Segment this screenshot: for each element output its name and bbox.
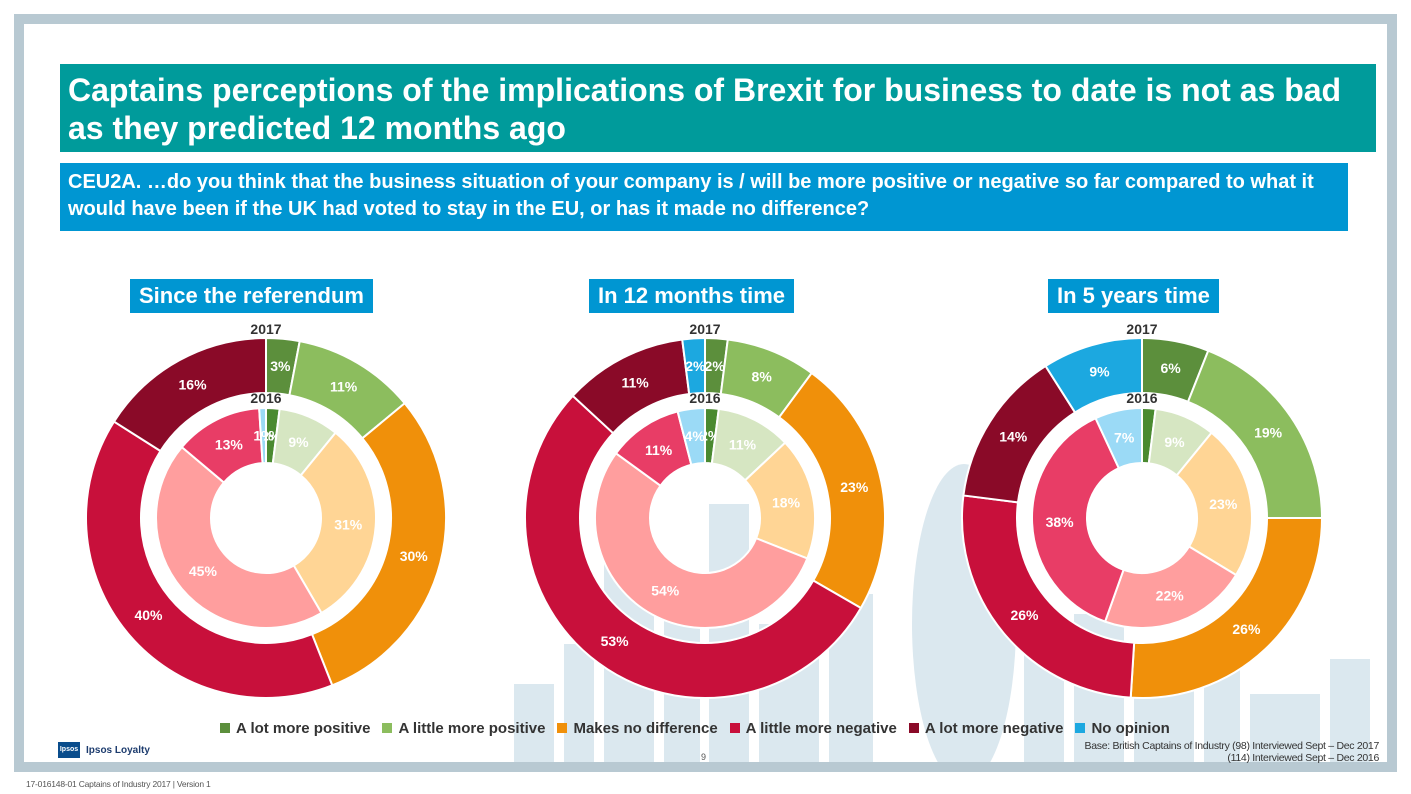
outer-ring-segment xyxy=(85,420,334,699)
inner-ring-data-label: 45% xyxy=(189,563,218,579)
legend-swatch-icon xyxy=(908,723,919,733)
inner-ring-segment xyxy=(258,406,267,465)
inner-ring-data-label: 11% xyxy=(645,442,673,458)
legend-item: A little more negative xyxy=(729,719,897,737)
outer-ring-data-label: 2% xyxy=(685,358,706,374)
inner-ring-segment xyxy=(1094,406,1143,470)
inner-ring-data-label: 54% xyxy=(651,582,680,598)
legend-item: Makes no difference xyxy=(557,719,718,737)
inner-ring-segment xyxy=(1103,545,1238,629)
ipsos-logo-mark: Ipsos xyxy=(58,742,80,758)
legend-label: No opinion xyxy=(1091,719,1170,737)
legend-item: A lot more negative xyxy=(908,719,1064,737)
outer-ring-segment xyxy=(681,336,706,396)
ipsos-logo-text: Ipsos Loyalty xyxy=(86,744,150,756)
outer-ring-segment xyxy=(1129,517,1324,699)
base-note-line-1: Base: British Captains of Industry (98) … xyxy=(1084,740,1380,752)
outer-ring-data-label: 16% xyxy=(179,376,208,392)
footer-text: 17-016148-01 Captains of Industry 2017 |… xyxy=(26,779,211,789)
outer-ring-data-label: 30% xyxy=(400,548,429,564)
outer-ring-segment xyxy=(112,336,267,453)
question-text: CEU2A. …do you think that the business s… xyxy=(60,163,1348,231)
inner-ring-year-label: 2016 xyxy=(250,390,281,406)
inner-ring-year-label: 2016 xyxy=(1126,390,1157,406)
inner-ring-data-label: 9% xyxy=(1164,434,1185,450)
legend-swatch-icon xyxy=(382,723,393,733)
legend-swatch-icon xyxy=(729,723,740,733)
legend-label: A little more negative xyxy=(745,719,897,737)
outer-ring-data-label: 2% xyxy=(705,358,726,374)
inner-ring-segment xyxy=(676,406,706,466)
inner-ring-data-label: 4% xyxy=(685,428,706,444)
outer-ring-segment xyxy=(310,401,447,687)
legend-label: A lot more negative xyxy=(924,719,1064,737)
chart-legend: A lot more positive A little more positi… xyxy=(220,718,1182,738)
outer-ring-year-label: 2017 xyxy=(250,321,281,337)
inner-ring-segment xyxy=(594,451,809,629)
inner-ring-data-label: 38% xyxy=(1046,514,1075,530)
legend-item: A lot more positive xyxy=(220,720,370,737)
outer-ring-data-label: 23% xyxy=(840,479,869,495)
outer-ring-data-label: 9% xyxy=(1089,364,1110,380)
outer-ring-data-label: 26% xyxy=(1010,607,1039,623)
inner-ring-year-label: 2016 xyxy=(689,390,720,406)
outer-ring-year-label: 2017 xyxy=(689,321,720,337)
outer-ring-data-label: 8% xyxy=(752,368,773,384)
legend-swatch-icon xyxy=(1075,723,1086,733)
legend-label: A little more positive xyxy=(398,719,546,737)
outer-ring-data-label: 14% xyxy=(999,428,1028,444)
inner-ring-segment xyxy=(155,445,323,629)
inner-ring-data-label: 1% xyxy=(253,428,274,444)
outer-ring-data-label: 6% xyxy=(1160,360,1181,376)
inner-ring-data-label: 31% xyxy=(334,516,363,532)
page-number: 9 xyxy=(701,752,707,762)
outer-ring-segment xyxy=(961,494,1136,699)
inner-ring-data-label: 23% xyxy=(1209,496,1238,512)
inner-ring-data-label: 13% xyxy=(215,436,244,452)
chart-title-12-months: In 12 months time xyxy=(589,279,795,313)
outer-ring-data-label: 11% xyxy=(621,374,649,390)
inner-ring-data-label: 18% xyxy=(772,495,801,511)
outer-ring-data-label: 26% xyxy=(1232,621,1261,637)
inner-ring-data-label: 11% xyxy=(729,436,757,452)
slide-title: Captains perceptions of the implications… xyxy=(60,64,1376,152)
legend-label: A lot more positive xyxy=(236,719,371,737)
chart-title-since-referendum: Since the referendum xyxy=(130,279,373,313)
legend-item: No opinion xyxy=(1075,719,1170,737)
outer-ring-data-label: 11% xyxy=(330,379,358,395)
outer-ring-data-label: 19% xyxy=(1254,424,1283,440)
base-note-line-2: (114) Interviewed Sept – Dec 2016 xyxy=(1227,752,1379,764)
inner-ring-data-label: 9% xyxy=(288,434,309,450)
legend-swatch-icon xyxy=(557,723,568,733)
donut-chart: 6% 19% 26% 26% 14% 9% 9% 23% 22% 38% 7% 2017 2016 xyxy=(961,321,1324,699)
legend-item: A little more positive xyxy=(382,720,545,737)
chart-title-5-years: In 5 years time xyxy=(1048,279,1219,313)
outer-ring-segment xyxy=(524,394,863,699)
inner-ring-data-label: 7% xyxy=(1114,429,1135,445)
base-note: Base: British Captains of Industry (98) … xyxy=(1084,740,1380,764)
legend-label: Makes no difference xyxy=(573,719,718,737)
outer-ring-data-label: 53% xyxy=(601,633,630,649)
inner-ring-data-label: 22% xyxy=(1156,588,1185,604)
outer-ring-segment xyxy=(1044,336,1143,414)
inner-ring-segment xyxy=(292,431,377,615)
outer-ring-data-label: 3% xyxy=(270,358,291,374)
inner-ring-segment xyxy=(1031,416,1125,623)
outer-ring-year-label: 2017 xyxy=(1126,321,1157,337)
outer-ring-data-label: 40% xyxy=(134,607,163,623)
ipsos-logo: Ipsos Ipsos Loyalty xyxy=(58,742,150,758)
legend-swatch-icon xyxy=(220,723,230,733)
inner-ring-segment xyxy=(1175,431,1253,577)
